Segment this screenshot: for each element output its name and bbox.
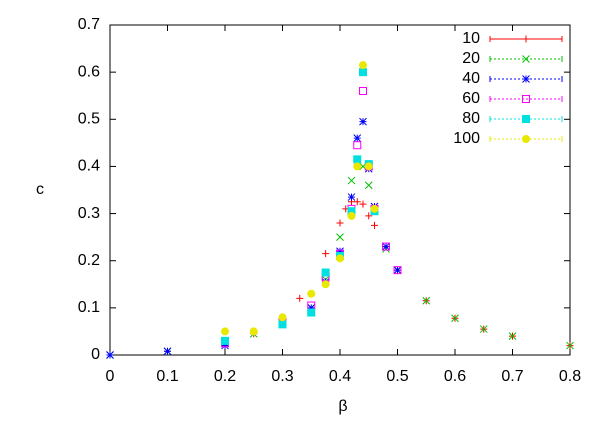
marker <box>370 204 379 213</box>
marker <box>221 327 229 336</box>
legend-marker <box>522 55 530 63</box>
y-tick-label: 0.1 <box>78 299 100 316</box>
marker <box>321 280 330 289</box>
marker <box>359 117 367 126</box>
marker <box>451 314 459 323</box>
marker <box>353 155 362 164</box>
marker <box>336 219 344 227</box>
marker <box>359 68 367 77</box>
marker <box>364 181 373 190</box>
x-tick-label: 0.6 <box>444 368 466 385</box>
legend-label: 60 <box>462 90 480 107</box>
y-tick-label: 0.6 <box>78 63 100 80</box>
legend-label: 20 <box>462 50 480 67</box>
x-tick-label: 0.8 <box>559 368 581 385</box>
marker <box>336 233 344 241</box>
marker <box>359 87 367 95</box>
marker <box>307 304 316 312</box>
y-axis-label: c <box>36 181 44 198</box>
marker <box>566 341 574 350</box>
x-tick-label: 0 <box>106 368 115 385</box>
legend-marker <box>522 95 530 103</box>
y-tick-label: 0.2 <box>78 252 100 269</box>
marker <box>347 176 356 185</box>
marker <box>278 320 287 329</box>
marker <box>347 211 356 220</box>
y-tick-label: 0.5 <box>78 111 100 128</box>
marker <box>221 341 229 350</box>
marker <box>307 308 316 317</box>
marker <box>479 325 488 333</box>
y-tick-label: 0.3 <box>78 205 100 222</box>
y-tick-label: 0 <box>91 346 100 363</box>
legend-label: 10 <box>462 30 480 47</box>
marker <box>382 242 390 251</box>
marker <box>278 313 287 322</box>
marker <box>307 289 316 298</box>
marker <box>347 193 356 201</box>
marker <box>353 134 362 142</box>
plot-frame <box>109 24 571 356</box>
legend-marker <box>522 135 530 143</box>
marker <box>322 250 330 258</box>
marker <box>359 61 367 70</box>
marker <box>353 198 361 206</box>
marker <box>221 336 229 345</box>
marker <box>353 141 362 150</box>
x-tick-label: 0.2 <box>214 368 236 385</box>
marker <box>163 347 172 356</box>
marker <box>336 254 344 263</box>
marker <box>296 294 304 302</box>
legend-label: 100 <box>453 130 480 147</box>
marker <box>249 327 258 336</box>
marker <box>365 212 373 220</box>
x-tick-label: 0.1 <box>156 368 178 385</box>
x-tick-label: 0.3 <box>271 368 293 385</box>
marker <box>359 200 367 208</box>
x-axis-label: β <box>338 398 347 415</box>
marker <box>106 351 114 359</box>
y-tick-label: 0.4 <box>78 158 100 175</box>
legend-label: 80 <box>462 110 480 127</box>
marker <box>508 332 517 340</box>
marker <box>393 266 402 274</box>
x-tick-label: 0.7 <box>501 368 523 385</box>
x-tick-label: 0.5 <box>386 368 408 385</box>
marker <box>353 162 362 171</box>
marker <box>336 247 344 256</box>
marker <box>382 242 390 251</box>
y-tick-label: 0.7 <box>78 16 100 33</box>
marker <box>422 296 431 305</box>
marker <box>364 162 373 171</box>
marker <box>321 268 330 277</box>
marker <box>371 221 378 229</box>
legend-marker <box>522 75 530 83</box>
x-tick-label: 0.4 <box>329 368 351 385</box>
legend-marker <box>522 35 530 43</box>
legend-label: 40 <box>462 70 480 87</box>
marker <box>393 266 402 275</box>
legend-marker <box>522 115 530 123</box>
